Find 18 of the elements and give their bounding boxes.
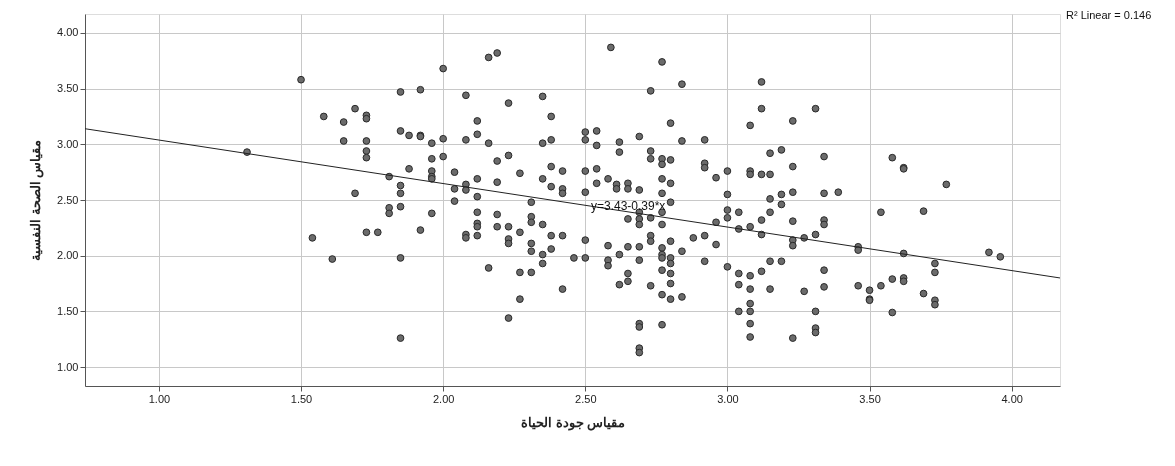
x-tick-label: 3.00 bbox=[717, 392, 739, 405]
x-tick-label: 3.50 bbox=[859, 392, 881, 405]
y-tick-label: 4.00 bbox=[57, 26, 79, 39]
y-tick-label: 3.50 bbox=[57, 82, 79, 95]
y-tick-label: 1.50 bbox=[57, 304, 79, 317]
x-tick-label: 2.50 bbox=[575, 392, 597, 405]
y-tick-label: 2.50 bbox=[57, 193, 79, 206]
annotation: y=3.43-0.39*x bbox=[590, 198, 666, 213]
x-tick-label: 2.00 bbox=[432, 392, 455, 405]
y-axis-title: مقياس الصحة النفسية bbox=[28, 139, 45, 262]
x-tick-label: 4.00 bbox=[1001, 392, 1023, 405]
y-tick-label: 1.00 bbox=[57, 360, 79, 373]
text: R² Linear = 0.146 bbox=[1066, 9, 1152, 21]
y-tick-label: 3.00 bbox=[57, 137, 79, 150]
y-tick-label: 2.00 bbox=[57, 249, 79, 262]
x-tick-label: 1.50 bbox=[290, 392, 313, 405]
x-tick-label: 1.00 bbox=[148, 392, 171, 405]
x-axis-title: مقياس جودة الحياة bbox=[520, 414, 626, 431]
